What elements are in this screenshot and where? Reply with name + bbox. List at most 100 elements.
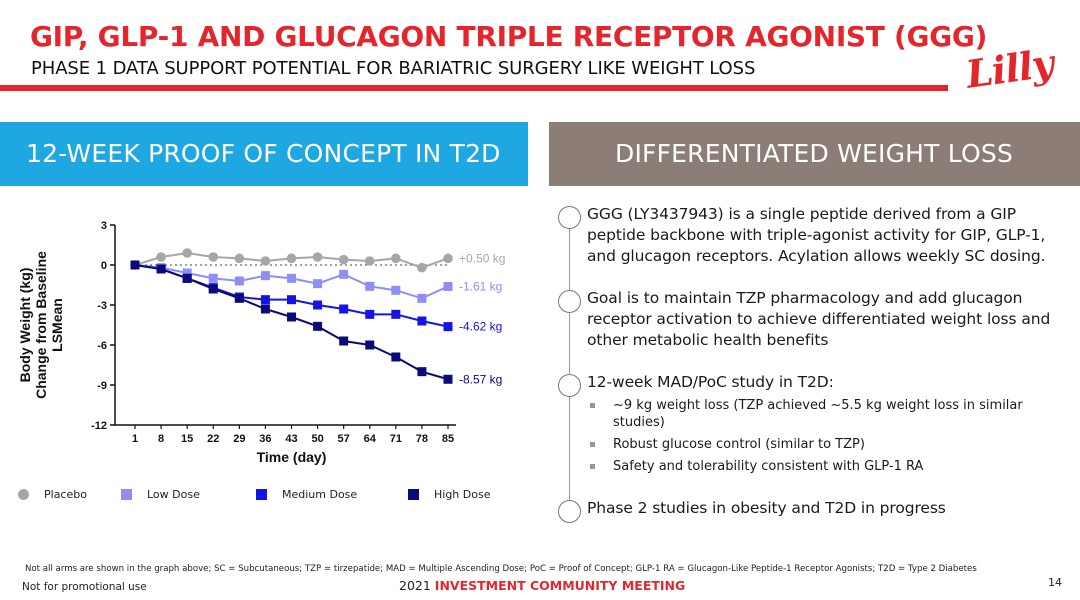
sub-bullet-item: Robust glucose control (similar to TZP) [590, 436, 1060, 453]
high-dose-data-point [443, 374, 453, 384]
sub-bullet-list: ~9 kg weight loss (TZP achieved ~5.5 kg … [590, 397, 1060, 480]
low-dose-data-point [260, 271, 270, 281]
medium-dose-data-point [287, 295, 296, 305]
right-section-banner: DIFFERENTIATED WEIGHT LOSS [549, 122, 1080, 186]
medium-dose-data-point [313, 300, 323, 310]
legend-label: Medium Dose [282, 488, 358, 501]
x-tick-label: 8 [158, 433, 164, 445]
slide-title: GIP, GLP-1 AND GLUCAGON TRIPLE RECEPTOR … [30, 20, 988, 53]
y-axis-title-line: Change from Baseline [33, 251, 49, 399]
square-marker-icon [408, 489, 419, 500]
low-dose-data-point [417, 293, 427, 303]
sub-bullet-text: Safety and tolerability consistent with … [613, 459, 924, 474]
placebo-data-point [156, 252, 166, 262]
placebo-data-point [443, 253, 453, 264]
x-tick-label: 22 [207, 433, 219, 445]
medium-dose-end-label: -4.62 kg [459, 320, 502, 334]
left-banner-title: 12-WEEK PROOF OF CONCEPT IN T2D [26, 139, 501, 168]
low-dose-data-point [339, 269, 349, 279]
y-tick-label: -6 [97, 340, 107, 352]
low-dose-data-point [391, 285, 401, 295]
placebo-data-point [208, 252, 219, 262]
x-tick-label: 78 [416, 433, 428, 445]
x-tick-label: 85 [442, 433, 454, 445]
bullet-circle-icon [558, 500, 581, 523]
bullet-circle-icon [558, 374, 581, 397]
meeting-name: INVESTMENT COMMUNITY MEETING [434, 578, 686, 593]
placebo-end-label: +0.50 kg [459, 251, 505, 265]
medium-dose-data-point [443, 322, 453, 332]
medium-dose-data-point [391, 309, 401, 319]
x-tick-label: 57 [338, 433, 350, 445]
left-section-banner: 12-WEEK PROOF OF CONCEPT IN T2D [0, 122, 528, 186]
low-dose-data-point [208, 273, 218, 283]
legend-label: Placebo [44, 488, 87, 501]
x-tick-label: 1 [132, 433, 138, 445]
weight-change-line-chart: 3 0 -3 -6 -9 -12 1 8 15 22 29 36 43 50 57 64 71 78 85 Time … [17, 220, 505, 465]
low-dose-end-label: -1.61 kg [459, 279, 502, 293]
not-promotional-note: Not for promotional use [22, 581, 147, 593]
bullet-timeline-line [569, 214, 570, 510]
square-marker-icon [256, 489, 267, 500]
meeting-year: 2021 [399, 578, 431, 593]
sub-bullet-item: Safety and tolerability consistent with … [590, 458, 1060, 475]
square-bullet-icon [590, 442, 595, 447]
medium-dose-data-point [339, 304, 349, 314]
y-tick-label: -3 [97, 300, 107, 312]
high-dose-data-point [391, 352, 401, 362]
y-axis-title-line: LSMean [49, 298, 65, 352]
placebo-data-point [312, 252, 323, 262]
page-number: 14 [1048, 576, 1062, 589]
y-tick-label: -12 [91, 420, 107, 432]
placebo-data-point [182, 248, 192, 258]
high-dose-data-point [260, 304, 270, 314]
x-tick-label: 50 [311, 433, 323, 445]
right-banner-title: DIFFERENTIATED WEIGHT LOSS [615, 139, 1014, 168]
low-dose-data-point [234, 276, 244, 286]
high-dose-data-point [313, 321, 323, 331]
bullet-circle-icon [558, 290, 581, 313]
y-axis-title: Body Weight (kg) Change from Baseline LSMe… [17, 251, 65, 399]
high-dose-data-point [365, 340, 375, 350]
medium-dose-data-point [365, 309, 375, 319]
x-tick-label: 43 [285, 433, 297, 445]
square-marker-icon [121, 489, 132, 500]
low-dose-data-point [313, 279, 323, 289]
bullet-text: Phase 2 studies in obesity and T2D in pr… [587, 499, 946, 517]
x-tick-label: 64 [364, 433, 377, 445]
x-tick-label: 36 [259, 433, 271, 445]
high-dose-data-point [287, 312, 296, 322]
placebo-data-point [260, 256, 271, 266]
title-divider [0, 85, 948, 91]
chart-legend: Placebo Low Dose Medium Dose High Dose [18, 487, 538, 505]
footnote: Not all arms are shown in the graph abov… [25, 564, 977, 574]
high-dose-data-point [417, 367, 427, 377]
slide-subtitle: PHASE 1 DATA SUPPORT POTENTIAL FOR BARIA… [31, 58, 756, 79]
low-dose-data-point [287, 273, 296, 283]
low-dose-data-point [365, 281, 375, 291]
legend-label: Low Dose [147, 488, 200, 501]
bullet-text: GGG (LY3437943) is a single peptide deri… [587, 205, 1046, 265]
medium-dose-data-point [260, 295, 270, 305]
placebo-data-point [391, 253, 401, 264]
bullet-circle-icon [558, 206, 581, 229]
low-dose-data-point [443, 281, 453, 291]
y-tick-label: 0 [101, 260, 107, 272]
square-bullet-icon [590, 403, 595, 408]
low-dose-data-point [182, 268, 192, 278]
bullet-text: 12-week MAD/PoC study in T2D: [587, 373, 834, 391]
high-dose-data-point [130, 260, 140, 270]
high-dose-data-point [234, 293, 244, 303]
bullet-text: Goal is to maintain TZP pharmacology and… [587, 289, 1051, 349]
high-dose-data-point [339, 336, 349, 346]
placebo-data-point [286, 253, 297, 264]
y-tick-label: -9 [97, 380, 107, 392]
x-tick-label: 15 [181, 433, 193, 445]
sub-bullet-item: ~9 kg weight loss (TZP achieved ~5.5 kg … [590, 397, 1060, 431]
sub-bullet-text: Robust glucose control (similar to TZP) [613, 437, 865, 452]
placebo-data-point [338, 254, 349, 265]
high-dose-data-point [208, 284, 218, 294]
meeting-footer: 2021 INVESTMENT COMMUNITY MEETING [399, 578, 685, 593]
sub-bullet-text: ~9 kg weight loss (TZP achieved ~5.5 kg … [613, 398, 1023, 430]
x-tick-label: 29 [233, 433, 245, 445]
